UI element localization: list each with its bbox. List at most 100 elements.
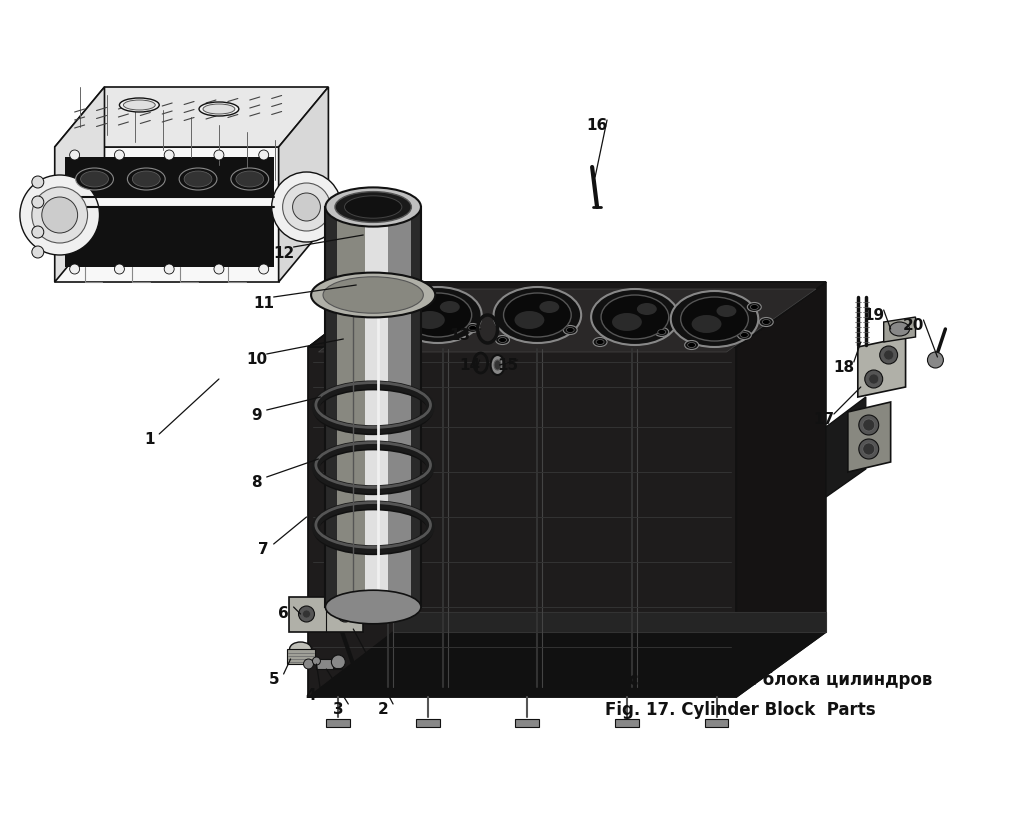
Polygon shape: [326, 208, 421, 607]
Circle shape: [271, 173, 341, 242]
Ellipse shape: [372, 325, 380, 330]
Ellipse shape: [596, 340, 604, 345]
Circle shape: [868, 375, 879, 385]
Ellipse shape: [657, 330, 666, 335]
Polygon shape: [54, 88, 104, 283]
Ellipse shape: [290, 643, 311, 656]
Text: 7: 7: [258, 542, 269, 557]
Polygon shape: [615, 719, 639, 727]
Circle shape: [115, 151, 124, 160]
Circle shape: [303, 659, 313, 669]
Circle shape: [332, 655, 345, 669]
Text: 17: 17: [813, 412, 835, 427]
Ellipse shape: [323, 278, 423, 313]
Text: 6: 6: [279, 605, 289, 619]
Ellipse shape: [748, 304, 761, 312]
Polygon shape: [308, 288, 393, 697]
Ellipse shape: [127, 169, 165, 191]
Ellipse shape: [344, 197, 401, 219]
Circle shape: [32, 197, 44, 208]
Circle shape: [32, 188, 88, 244]
Ellipse shape: [124, 101, 156, 111]
Polygon shape: [308, 283, 826, 347]
Text: 4: 4: [305, 688, 315, 703]
Ellipse shape: [81, 172, 109, 188]
Polygon shape: [308, 283, 826, 347]
Text: 1: 1: [144, 432, 155, 447]
Ellipse shape: [490, 356, 505, 375]
Text: 11: 11: [253, 295, 274, 310]
Circle shape: [214, 151, 224, 160]
Ellipse shape: [344, 310, 352, 315]
Polygon shape: [736, 283, 826, 697]
Ellipse shape: [890, 323, 909, 337]
Ellipse shape: [681, 298, 749, 342]
Polygon shape: [308, 632, 826, 697]
Text: 13: 13: [450, 328, 470, 343]
Circle shape: [32, 177, 44, 189]
Ellipse shape: [203, 105, 234, 115]
Ellipse shape: [351, 293, 366, 302]
Circle shape: [32, 246, 44, 259]
Ellipse shape: [496, 336, 510, 345]
Polygon shape: [858, 337, 905, 398]
Ellipse shape: [326, 189, 421, 227]
Ellipse shape: [762, 320, 770, 325]
Text: 20: 20: [903, 318, 925, 333]
Circle shape: [42, 198, 78, 234]
Circle shape: [312, 657, 321, 665]
Ellipse shape: [311, 273, 435, 318]
Ellipse shape: [402, 338, 410, 343]
Circle shape: [337, 606, 353, 622]
Ellipse shape: [415, 312, 444, 330]
Ellipse shape: [637, 304, 656, 316]
Polygon shape: [326, 208, 337, 607]
Polygon shape: [318, 289, 816, 352]
Text: 12: 12: [273, 245, 294, 261]
Circle shape: [302, 610, 310, 619]
Ellipse shape: [494, 288, 582, 343]
Ellipse shape: [76, 169, 114, 191]
Circle shape: [164, 265, 174, 275]
Polygon shape: [287, 649, 315, 664]
Polygon shape: [416, 719, 440, 727]
Ellipse shape: [404, 294, 472, 337]
Circle shape: [863, 419, 874, 432]
Polygon shape: [65, 198, 273, 208]
Text: 10: 10: [246, 352, 267, 367]
Ellipse shape: [566, 328, 574, 333]
Polygon shape: [515, 719, 540, 727]
Text: 9: 9: [252, 408, 262, 423]
Polygon shape: [366, 208, 388, 607]
Text: Fig. 17. Cylinder Block  Parts: Fig. 17. Cylinder Block Parts: [605, 700, 876, 718]
Ellipse shape: [132, 172, 160, 188]
Polygon shape: [54, 148, 279, 283]
Polygon shape: [393, 612, 826, 632]
Ellipse shape: [354, 295, 362, 300]
Polygon shape: [65, 158, 273, 268]
Ellipse shape: [236, 172, 264, 188]
Ellipse shape: [120, 99, 159, 112]
Circle shape: [283, 184, 331, 232]
Ellipse shape: [717, 306, 736, 318]
Ellipse shape: [230, 169, 268, 191]
Ellipse shape: [199, 103, 239, 117]
Text: 15: 15: [497, 358, 518, 373]
Ellipse shape: [601, 295, 669, 340]
Ellipse shape: [370, 323, 383, 332]
Ellipse shape: [740, 333, 749, 338]
Ellipse shape: [563, 326, 578, 335]
Circle shape: [259, 151, 268, 160]
Ellipse shape: [399, 336, 413, 345]
Ellipse shape: [540, 302, 559, 313]
Ellipse shape: [466, 324, 479, 333]
Circle shape: [70, 151, 80, 160]
Ellipse shape: [504, 294, 571, 337]
Ellipse shape: [612, 313, 642, 332]
Circle shape: [70, 265, 80, 275]
Ellipse shape: [184, 172, 212, 188]
Circle shape: [859, 415, 879, 436]
Ellipse shape: [759, 318, 773, 327]
Circle shape: [884, 351, 894, 361]
Text: Рис. 17. Детали блока цилиндров: Рис. 17. Детали блока цилиндров: [605, 670, 933, 688]
